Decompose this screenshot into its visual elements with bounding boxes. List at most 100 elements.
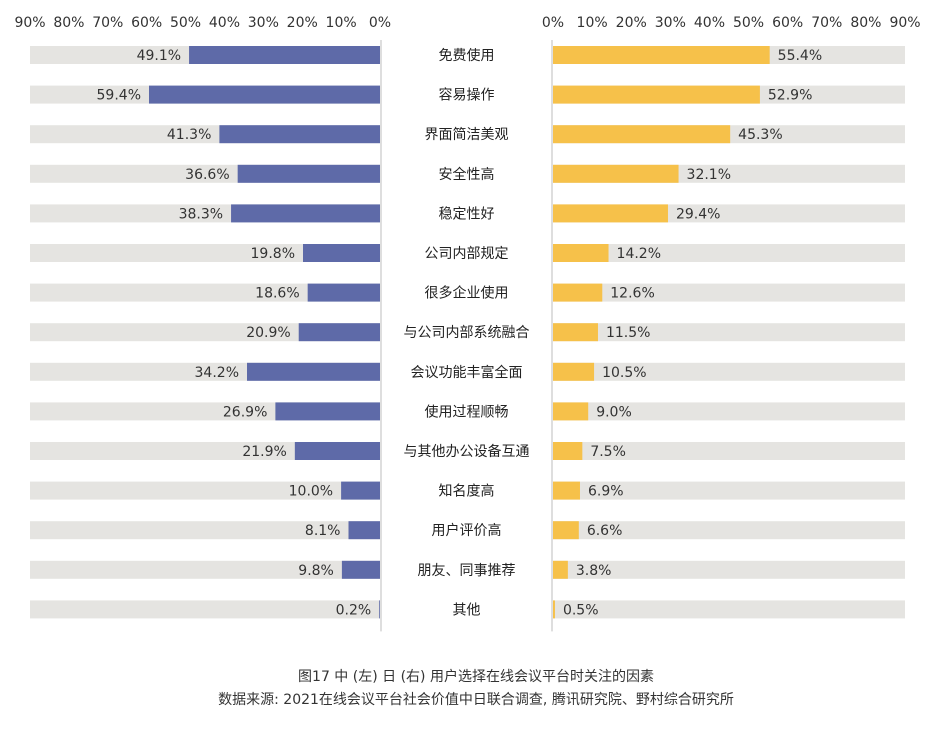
right-value-bar: [553, 323, 598, 342]
left-value-bar: [237, 164, 380, 183]
left-track-bar: [30, 283, 380, 302]
left-tick-label: 70%: [92, 15, 123, 31]
right-value-bar: [553, 362, 595, 381]
right-data-label: 32.1%: [687, 167, 731, 183]
left-tick-label: 20%: [287, 15, 318, 31]
left-data-label: 34.2%: [195, 365, 239, 381]
left-value-bar: [189, 46, 380, 64]
right-track-bar: [553, 323, 905, 342]
left-value-bar: [379, 600, 380, 619]
category-label: 知名度高: [439, 483, 495, 500]
left-value-bar: [348, 521, 380, 540]
category-label: 界面简洁美观: [425, 126, 509, 143]
category-label: 使用过程顺畅: [425, 403, 509, 420]
right-tick-label: 60%: [772, 15, 803, 31]
right-value-bar: [553, 283, 603, 302]
right-data-label: 10.5%: [602, 365, 646, 381]
left-track-bar: [30, 442, 380, 460]
left-data-label: 59.4%: [97, 88, 141, 104]
right-value-bar: [553, 481, 580, 500]
right-tick-label: 80%: [850, 15, 881, 31]
category-label: 免费使用: [439, 47, 495, 64]
category-label: 安全性高: [439, 166, 495, 183]
right-data-label: 14.2%: [617, 246, 661, 262]
category-label: 朋友、同事推荐: [418, 563, 516, 579]
right-tick-label: 90%: [889, 15, 920, 31]
right-value-bar: [553, 521, 579, 540]
left-data-label: 49.1%: [137, 48, 181, 64]
right-data-label: 52.9%: [768, 88, 812, 104]
left-tick-label: 40%: [209, 15, 240, 31]
left-track-bar: [30, 560, 380, 579]
left-value-bar: [219, 125, 380, 144]
left-value-bar: [303, 244, 380, 262]
left-data-label: 19.8%: [251, 246, 295, 262]
category-label: 容易操作: [439, 87, 495, 104]
right-data-label: 29.4%: [676, 206, 720, 222]
left-value-bar: [341, 481, 380, 500]
right-track-bar: [553, 442, 905, 460]
right-value-bar: [553, 46, 770, 64]
right-data-label: 12.6%: [610, 286, 654, 302]
right-data-label: 6.9%: [588, 484, 624, 500]
category-label: 用户评价高: [432, 522, 502, 539]
left-data-label: 8.1%: [305, 523, 341, 539]
left-tick-label: 30%: [248, 15, 279, 31]
right-value-bar: [553, 560, 568, 579]
right-tick-label: 10%: [577, 15, 608, 31]
right-tick-label: 0%: [542, 15, 564, 31]
left-data-label: 0.2%: [336, 602, 372, 618]
category-label: 其他: [453, 602, 481, 618]
right-value-bar: [553, 85, 760, 104]
right-value-bar: [553, 204, 668, 223]
left-track-bar: [30, 600, 380, 619]
right-track-bar: [553, 521, 905, 540]
category-label: 会议功能丰富全面: [411, 364, 523, 381]
right-value-bar: [553, 125, 731, 144]
right-track-bar: [553, 560, 905, 579]
left-value-bar: [231, 204, 380, 223]
left-data-label: 20.9%: [246, 325, 290, 341]
right-data-label: 11.5%: [606, 325, 650, 341]
left-track-bar: [30, 323, 380, 342]
right-value-bar: [553, 164, 679, 183]
right-tick-label: 50%: [733, 15, 764, 31]
right-tick-label: 40%: [694, 15, 725, 31]
right-value-bar: [553, 442, 583, 460]
right-value-bar: [553, 244, 609, 262]
category-label: 稳定性好: [439, 206, 495, 222]
right-track-bar: [553, 402, 905, 421]
left-tick-label: 80%: [53, 15, 84, 31]
left-tick-label: 60%: [131, 15, 162, 31]
right-track-bar: [553, 244, 905, 262]
right-data-label: 7.5%: [590, 444, 626, 460]
left-value-bar: [298, 323, 380, 342]
category-label: 与其他办公设备互通: [404, 443, 530, 460]
left-data-label: 18.6%: [255, 286, 299, 302]
left-tick-label: 90%: [14, 15, 45, 31]
left-tick-label: 10%: [326, 15, 357, 31]
right-data-label: 55.4%: [778, 48, 822, 64]
right-tick-label: 20%: [616, 15, 647, 31]
left-data-label: 26.9%: [223, 404, 267, 420]
left-data-label: 21.9%: [242, 444, 286, 460]
right-track-bar: [553, 283, 905, 302]
left-value-bar: [275, 402, 380, 421]
right-tick-label: 30%: [655, 15, 686, 31]
left-track-bar: [30, 244, 380, 262]
right-data-label: 0.5%: [563, 602, 599, 618]
right-data-label: 6.6%: [587, 523, 623, 539]
left-value-bar: [149, 85, 380, 104]
right-data-label: 3.8%: [576, 563, 612, 579]
right-track-bar: [553, 362, 905, 381]
left-value-bar: [294, 442, 380, 460]
left-value-bar: [307, 283, 380, 302]
right-data-label: 9.0%: [596, 404, 632, 420]
category-label: 公司内部规定: [425, 246, 509, 262]
right-track-bar: [553, 600, 905, 619]
left-data-label: 9.8%: [298, 563, 334, 579]
left-data-label: 36.6%: [185, 167, 229, 183]
right-tick-label: 70%: [811, 15, 842, 31]
figure-caption: 图17 中 (左) 日 (右) 用户选择在线会议平台时关注的因素: [298, 669, 654, 685]
